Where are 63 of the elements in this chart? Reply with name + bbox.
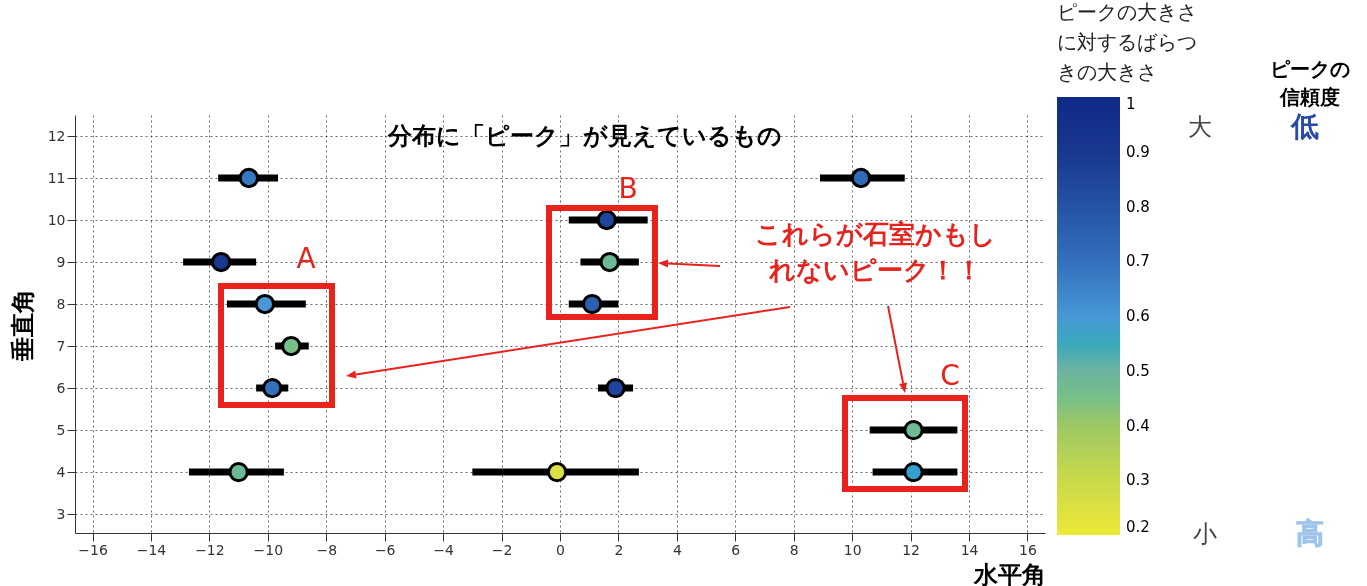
y-tick-label: 3 [56,505,66,522]
point [262,377,283,399]
x-tick-label: −8 [316,541,338,558]
x-tick-label: −10 [253,541,284,558]
x-tick-label: 12 [902,541,921,558]
x-tick-label: −6 [374,541,396,558]
point [903,461,924,483]
text: 高 [1296,517,1324,550]
point [210,251,232,273]
text: 低 [1290,110,1319,143]
color-bar-label: 0.4 [1126,416,1150,435]
color-bar-title: ピークの大きさに対するばらつきの大きさ [1057,0,1197,84]
y-axis-title: 垂直角 [8,288,37,362]
point [599,251,620,273]
y-tick-label: 9 [56,253,66,270]
x-tick-label: −2 [491,541,513,558]
chart-title: 分布に「ピーク」が見えているもの [387,122,782,150]
y-tick-label: 5 [56,421,66,438]
y-tick-label: 10 [47,211,66,228]
annotation: これらが石室かもしれないピーク！！ [754,219,996,286]
x-axis-title: 水平角 [972,560,1046,586]
y-tick-label: 7 [56,337,66,354]
color-bar-label: 1 [1126,95,1136,113]
point [581,293,603,315]
point [254,293,276,315]
color-bar-label: 0.6 [1126,307,1150,325]
color-bar-label: 0.2 [1126,518,1150,536]
y-tick-label: 4 [56,463,66,480]
point [546,461,568,483]
annotation: A [296,242,316,275]
x-tick-label: 8 [789,541,799,558]
text: ピークの信頼度 [1270,57,1350,109]
y-tick-label: 6 [56,379,66,396]
x-tick-label: −4 [433,541,455,558]
x-tick-label: −12 [195,541,225,558]
x-tick-label: 4 [672,541,682,558]
color-bar-label: 0.5 [1126,361,1150,380]
x-tick-label: 0 [556,541,565,558]
x-tick-label: 2 [614,541,624,558]
annotation: B [618,172,638,205]
point [281,335,302,357]
x-tick-label: −14 [136,541,167,558]
x-tick-label: 6 [731,541,741,558]
x-tick-label: 10 [843,541,862,558]
color-bar-label: 0.9 [1126,142,1150,161]
y-tick-label: 12 [47,127,66,144]
text: 小 [1193,520,1217,548]
color-bar-label: 0.7 [1126,252,1150,271]
point [238,167,259,189]
color-bar-label: 0.3 [1126,471,1150,490]
point [596,209,617,231]
x-tick-label: 16 [1019,541,1037,558]
color-bar-label: 0.8 [1126,197,1150,216]
text: 大 [1188,113,1212,141]
y-tick-label: 11 [47,169,66,186]
annotation: C [940,359,960,392]
point [850,167,872,189]
point [605,377,626,399]
point [228,461,249,483]
y-tick-label: 8 [56,295,66,312]
x-tick-label: 14 [960,541,979,558]
point [903,419,924,441]
x-tick-label: −16 [78,541,108,558]
